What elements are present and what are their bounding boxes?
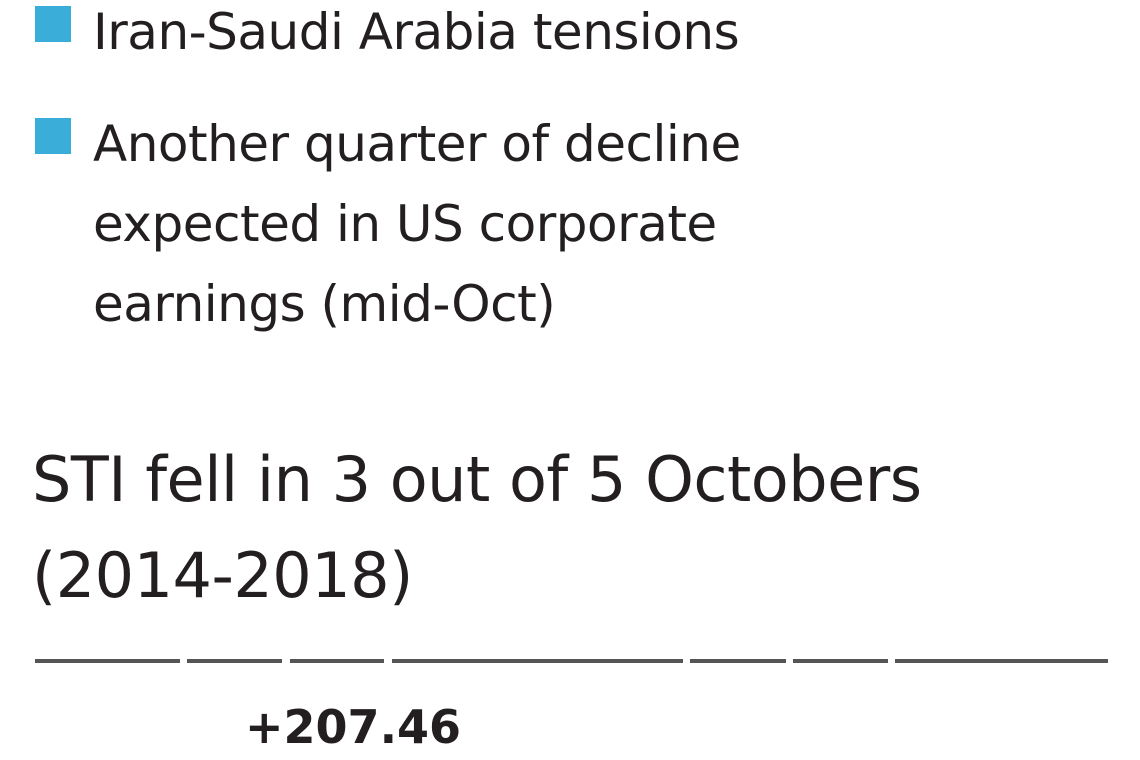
rule-segment (793, 659, 888, 663)
rule-segment (690, 659, 786, 663)
square-bullet-icon (35, 118, 71, 154)
bullet-item: Another quarter of decline expected in U… (35, 104, 741, 344)
rule-segment (35, 659, 180, 663)
rule-segment (392, 659, 683, 663)
bullet-line: expected in US corporate (93, 195, 717, 253)
bullet-line: Another quarter of decline (93, 115, 741, 173)
bullet-text: Iran-Saudi Arabia tensions (93, 3, 740, 61)
data-label: +207.46 (245, 700, 462, 754)
bullet-text: Another quarter of decline expected in U… (93, 104, 741, 344)
rule-segment (895, 659, 1108, 663)
chart-title-line: STI fell in 3 out of 5 Octobers (32, 443, 922, 516)
square-bullet-icon (35, 6, 71, 42)
rule-segment (187, 659, 282, 663)
bullet-item: Iran-Saudi Arabia tensions (35, 0, 740, 72)
chart-title-line: (2014-2018) (32, 539, 413, 612)
bullet-line: earnings (mid-Oct) (93, 275, 556, 333)
chart-title: STI fell in 3 out of 5 Octobers (2014-20… (32, 432, 922, 624)
rule-segment (290, 659, 384, 663)
